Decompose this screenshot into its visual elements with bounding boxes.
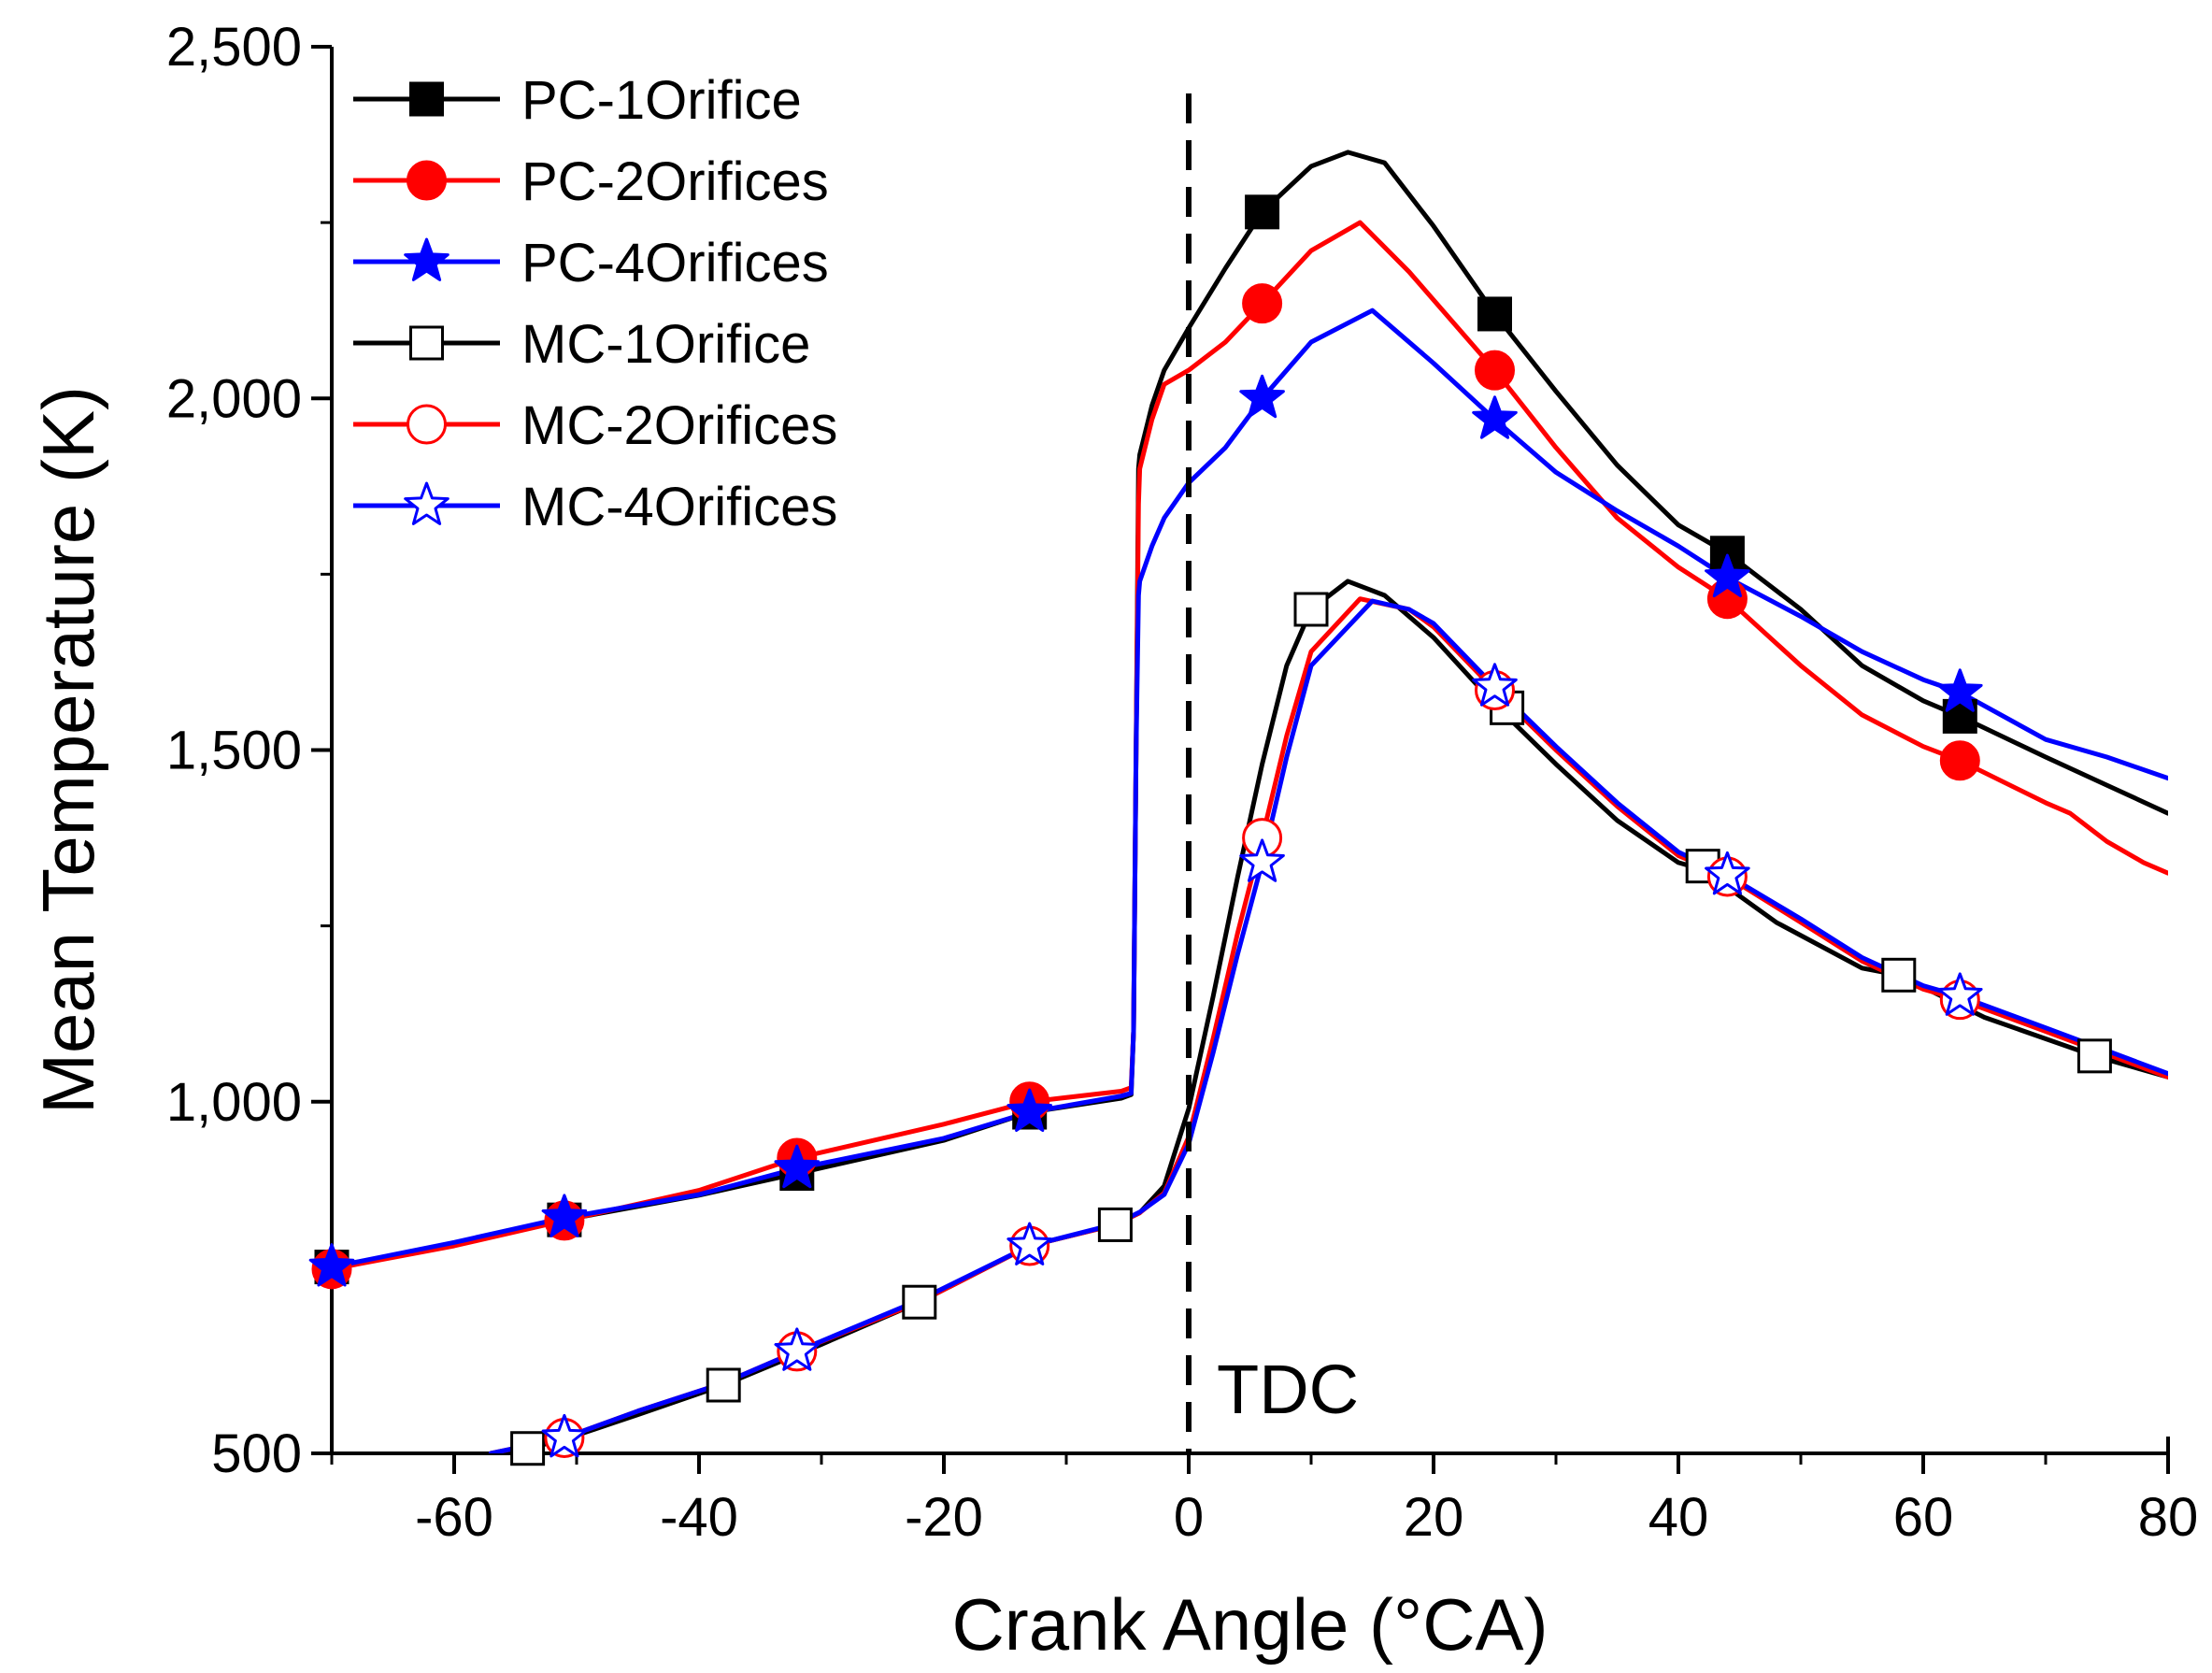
tdc-label: TDC — [1217, 1351, 1359, 1428]
series-line-mc-4orifices — [488, 598, 2168, 1453]
y-tick-label: 500 — [211, 1423, 302, 1484]
marker-pc-2orifices — [1475, 350, 1515, 391]
x-tick-label: 60 — [1893, 1487, 1954, 1548]
y-tick-label: 2,000 — [166, 368, 302, 429]
legend-marker-pc-2orifices — [407, 160, 447, 201]
marker-pc-2orifices — [1242, 283, 1283, 324]
series-markers — [308, 194, 2112, 1466]
marker-pc-4orifices — [1705, 553, 1750, 598]
legend-label-pc-1orifice: PC-1Orifice — [521, 70, 802, 131]
marker-pc-4orifices — [1472, 395, 1518, 439]
marker-mc-1orifice — [510, 1431, 546, 1466]
marker-mc-1orifice — [1097, 1207, 1133, 1242]
marker-mc-4orifices — [1937, 972, 1983, 1016]
series-line-mc-2orifices — [488, 596, 2168, 1453]
x-tick-label: -60 — [415, 1487, 493, 1548]
legend-label-mc-1orifice: MC-1Orifice — [521, 314, 810, 375]
series-line-pc-2orifices — [332, 220, 2168, 1272]
x-tick-label: -40 — [660, 1487, 738, 1548]
marker-mc-4orifices — [1239, 838, 1285, 882]
marker-pc-4orifices — [1239, 374, 1285, 419]
marker-pc-4orifices — [1006, 1088, 1052, 1132]
y-tick-label: 2,500 — [166, 17, 302, 78]
legend: PC-1Orifice PC-2Orifices PC-4Orifices MC-1O… — [353, 70, 837, 537]
marker-mc-1orifice — [1293, 592, 1329, 627]
x-tick-label: 80 — [2138, 1487, 2199, 1548]
marker-pc-4orifices — [774, 1144, 821, 1189]
marker-pc-2orifices — [1939, 740, 1980, 781]
legend-label-mc-4orifices: MC-4Orifices — [521, 477, 837, 537]
series-line-pc-4orifices — [332, 307, 2168, 1270]
axes: -60 -40 -20 0 20 40 60 80 500 1,000 1,500 2,000 2,50… — [27, 17, 2198, 1666]
x-axis-title: Crank Angle (°CA) — [951, 1583, 1548, 1666]
marker-mc-4orifices — [1705, 851, 1750, 895]
marker-mc-4orifices — [774, 1327, 821, 1371]
marker-pc-4orifices — [1937, 668, 1983, 712]
legend-marker-mc-4orifices — [404, 481, 450, 525]
legend-marker-pc-1orifice — [409, 81, 444, 117]
marker-mc-1orifice — [706, 1367, 741, 1403]
marker-mc-4orifices — [1472, 663, 1518, 707]
legend-marker-pc-4orifices — [404, 237, 450, 281]
marker-pc-4orifices — [541, 1194, 588, 1237]
y-tick-label: 1,500 — [166, 721, 302, 781]
marker-mc-1orifice — [2076, 1038, 2112, 1074]
marker-mc-1orifice — [902, 1284, 937, 1320]
marker-mc-4orifices — [541, 1413, 588, 1458]
series-line-mc-1orifice — [488, 579, 2168, 1453]
legend-marker-mc-2orifices — [407, 404, 447, 445]
x-tick-label: 40 — [1648, 1487, 1709, 1548]
marker-pc-4orifices — [308, 1243, 355, 1287]
x-tick-label: 20 — [1404, 1487, 1464, 1548]
x-tick-label: 0 — [1174, 1487, 1204, 1548]
y-axis-title: Mean Temperature (K) — [27, 386, 109, 1114]
x-tick-label: -20 — [905, 1487, 983, 1548]
marker-pc-1orifice — [1245, 194, 1280, 230]
legend-label-mc-2orifices: MC-2Orifices — [521, 395, 837, 456]
legend-marker-mc-1orifice — [409, 325, 444, 361]
marker-mc-1orifice — [1881, 957, 1917, 993]
annotations: TDC — [1186, 93, 1359, 1453]
marker-pc-1orifice — [1477, 296, 1512, 332]
marker-mc-4orifices — [1006, 1222, 1052, 1265]
y-tick-label: 1,000 — [166, 1072, 302, 1133]
legend-label-pc-4orifices: PC-4Orifices — [521, 233, 829, 293]
legend-label-pc-2orifices: PC-2Orifices — [521, 151, 829, 212]
